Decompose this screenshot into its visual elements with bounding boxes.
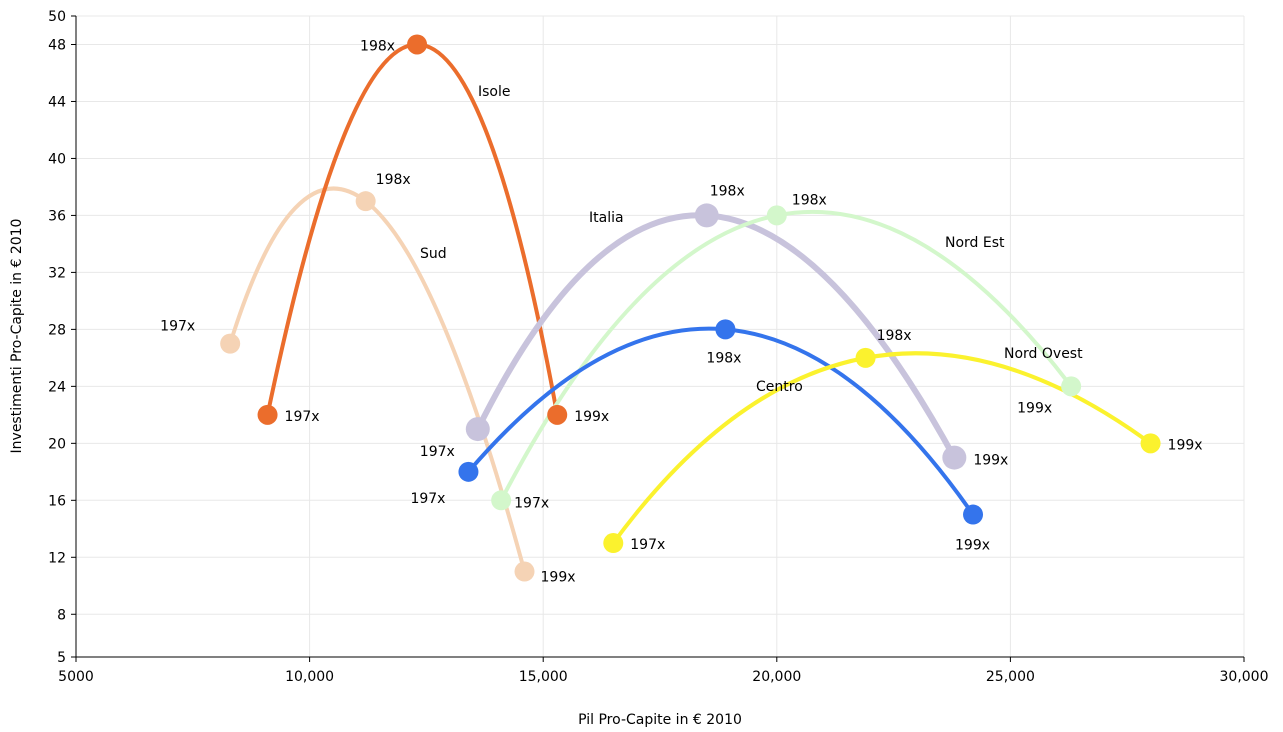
x-tick-label: 5000 <box>58 669 94 685</box>
point-italia <box>465 417 490 442</box>
point-label-nord-est: 197x <box>514 495 549 511</box>
point-sud <box>220 333 241 354</box>
series-label-italia: Italia <box>589 210 624 226</box>
point-label-italia: 197x <box>420 444 455 460</box>
y-tick-label: 48 <box>48 37 66 53</box>
series-label-sud: Sud <box>420 246 447 262</box>
series-labels: Sud Isole Italia Nord Est Centro Nord Ovest <box>420 84 1083 395</box>
point-italia <box>942 445 967 470</box>
x-tick-label: 25,000 <box>986 669 1035 685</box>
point-label-isole: 197x <box>285 409 320 425</box>
point-label-nord-ovest: 198x <box>877 328 912 344</box>
point-nord-est <box>766 205 787 226</box>
point-label-sud: 197x <box>160 319 195 335</box>
point-label-nord-est: 198x <box>792 192 827 208</box>
point-label-centro: 197x <box>410 491 445 507</box>
x-tick-label: 10,000 <box>285 669 334 685</box>
y-tick-label: 44 <box>48 94 66 110</box>
point-label-italia: 198x <box>710 183 745 199</box>
point-label-italia: 199x <box>973 453 1008 469</box>
y-axis-ticks: 5 8 12 16 20 24 28 32 36 40 44 48 50 <box>48 9 76 666</box>
y-tick-label: 50 <box>48 9 66 25</box>
point-centro <box>715 319 736 340</box>
series-curves <box>228 42 1153 574</box>
point-nord-ovest <box>855 347 876 368</box>
point-isole <box>257 404 278 425</box>
y-tick-label: 12 <box>48 550 66 566</box>
point-nord-est <box>491 490 512 511</box>
point-label-isole: 198x <box>360 38 395 54</box>
y-tick-label: 32 <box>48 265 66 281</box>
point-label-isole: 199x <box>574 409 609 425</box>
point-isole <box>407 34 428 55</box>
point-label-centro: 198x <box>706 350 741 366</box>
point-nord-ovest <box>1140 433 1161 454</box>
x-axis-ticks: 5000 10,000 15,000 20,000 25,000 30,000 <box>58 657 1269 685</box>
point-label-sud: 198x <box>376 172 411 188</box>
x-axis-title: Pil Pro-Capite in € 2010 <box>578 712 742 728</box>
series-label-nord-est: Nord Est <box>945 235 1005 251</box>
point-centro <box>963 504 984 525</box>
point-centro <box>458 461 479 482</box>
series-label-nord-ovest: Nord Ovest <box>1004 346 1083 362</box>
axes <box>75 16 1244 658</box>
y-axis-title: Investimenti Pro-Capite in € 2010 <box>9 219 25 454</box>
point-labels: 197x 198x 199x 197x 198x 199x 197x 198x 199x 197x… <box>160 38 1202 585</box>
y-tick-label: 5 <box>57 650 66 666</box>
gridlines <box>76 15 1245 657</box>
point-label-nord-est: 199x <box>1017 400 1052 416</box>
point-italia <box>694 203 719 228</box>
point-label-centro: 199x <box>955 538 990 554</box>
point-isole <box>547 404 568 425</box>
x-tick-label: 30,000 <box>1220 669 1269 685</box>
point-nord-est <box>1061 376 1082 397</box>
point-nord-ovest <box>603 533 624 554</box>
series-points <box>220 34 1161 582</box>
y-tick-label: 36 <box>48 208 66 224</box>
y-tick-label: 20 <box>48 436 66 452</box>
y-tick-label: 40 <box>48 151 66 167</box>
point-sud <box>355 191 376 212</box>
series-label-isole: Isole <box>478 84 511 100</box>
point-label-nord-ovest: 199x <box>1168 437 1203 453</box>
series-label-centro: Centro <box>756 379 803 395</box>
y-tick-label: 8 <box>57 607 66 623</box>
y-tick-label: 24 <box>48 379 66 395</box>
y-tick-label: 28 <box>48 322 66 338</box>
point-label-sud: 199x <box>541 570 576 586</box>
x-tick-label: 15,000 <box>519 669 568 685</box>
y-tick-label: 16 <box>48 493 66 509</box>
point-label-nord-ovest: 197x <box>630 537 665 553</box>
x-tick-label: 20,000 <box>752 669 801 685</box>
point-sud <box>514 561 535 582</box>
